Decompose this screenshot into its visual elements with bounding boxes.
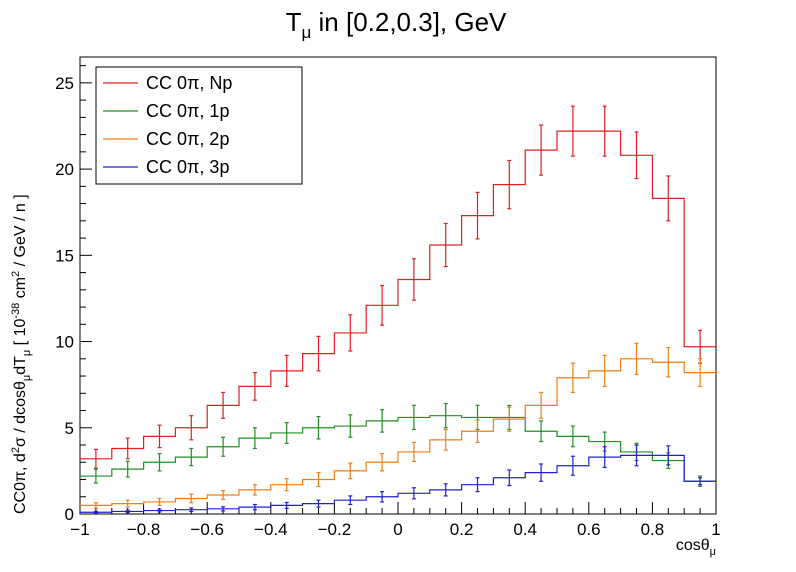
y-tick-labels: 0 5 10 15 20 25 (55, 74, 74, 524)
y-axis-label-part: CC0π, d (12, 453, 29, 514)
series-layer (80, 105, 716, 514)
chart-title-subscript: μ (301, 23, 311, 42)
x-tick-label: −1 (70, 520, 89, 539)
x-tick-label: 0.8 (641, 520, 665, 539)
x-tick-label: 0.6 (577, 520, 601, 539)
y-tick-label: 0 (65, 505, 74, 524)
series-1 (80, 403, 716, 488)
legend-label: CC 0π, 2p (146, 129, 229, 149)
y-axis-label-part: σ / dcosθ (12, 381, 29, 447)
y-axis-label-part: -38 (10, 303, 22, 319)
y-tick-label: 20 (55, 160, 74, 179)
y-tick-label: 5 (65, 419, 74, 438)
y-tick-label: 10 (55, 333, 74, 352)
series-line (80, 130, 716, 460)
series-0 (80, 105, 716, 469)
legend-label: CC 0π, Np (146, 73, 232, 93)
x-axis-label-subscript: μ (710, 546, 716, 558)
series-line (80, 454, 716, 513)
x-tick-label: 0.4 (513, 520, 537, 539)
chart-title: Tμ in [0.2,0.3], GeV (286, 7, 507, 42)
y-tick-label: 25 (55, 74, 74, 93)
x-tick-label: 0 (393, 520, 402, 539)
legend-label: CC 0π, 3p (146, 157, 229, 177)
x-tick-label: −0.8 (127, 520, 161, 539)
x-tick-label: −0.2 (318, 520, 352, 539)
x-tick-label: 1 (711, 520, 720, 539)
legend-box (95, 66, 303, 185)
series-line (80, 415, 716, 482)
x-tick-labels: −1 −0.8 −0.6 −0.4 −0.2 0 0.2 0.4 0.6 0.8 1 (70, 520, 720, 539)
y-axis-label-part: [ 10 (12, 319, 29, 350)
x-tick-label: −0.4 (254, 520, 288, 539)
y-axis-label-part: μ (21, 375, 33, 381)
x-axis-label: cosθμ (676, 537, 716, 558)
y-axis-label: CC0π, d2σ / dcosθμdTμ [ 10-38 cm2 / GeV … (10, 194, 33, 514)
series-3 (80, 444, 716, 514)
y-axis-label-part: / GeV / n ] (12, 194, 29, 270)
y-axis-label-part: dT (12, 356, 29, 375)
y-axis-label-part: 2 (10, 447, 22, 453)
legend-items: CC 0π, Np CC 0π, 1p CC 0π, 2p CC 0π, 3p (103, 73, 232, 177)
chart-title-rest: in [0.2,0.3], GeV (311, 7, 507, 37)
legend: CC 0π, Np CC 0π, 1p CC 0π, 2p CC 0π, 3p (95, 66, 303, 185)
series-2 (80, 342, 716, 509)
x-tick-label: −0.6 (190, 520, 224, 539)
y-tick-label: 15 (55, 246, 74, 265)
chart-title-main: T (286, 7, 302, 37)
y-axis-label-part: 2 (10, 271, 22, 277)
legend-label: CC 0π, 1p (146, 101, 229, 121)
y-axis-label-part: μ (21, 350, 33, 356)
y-axis-label-part: cm (12, 277, 29, 303)
x-tick-label: 0.2 (450, 520, 474, 539)
x-axis-label-main: cosθ (676, 537, 710, 554)
